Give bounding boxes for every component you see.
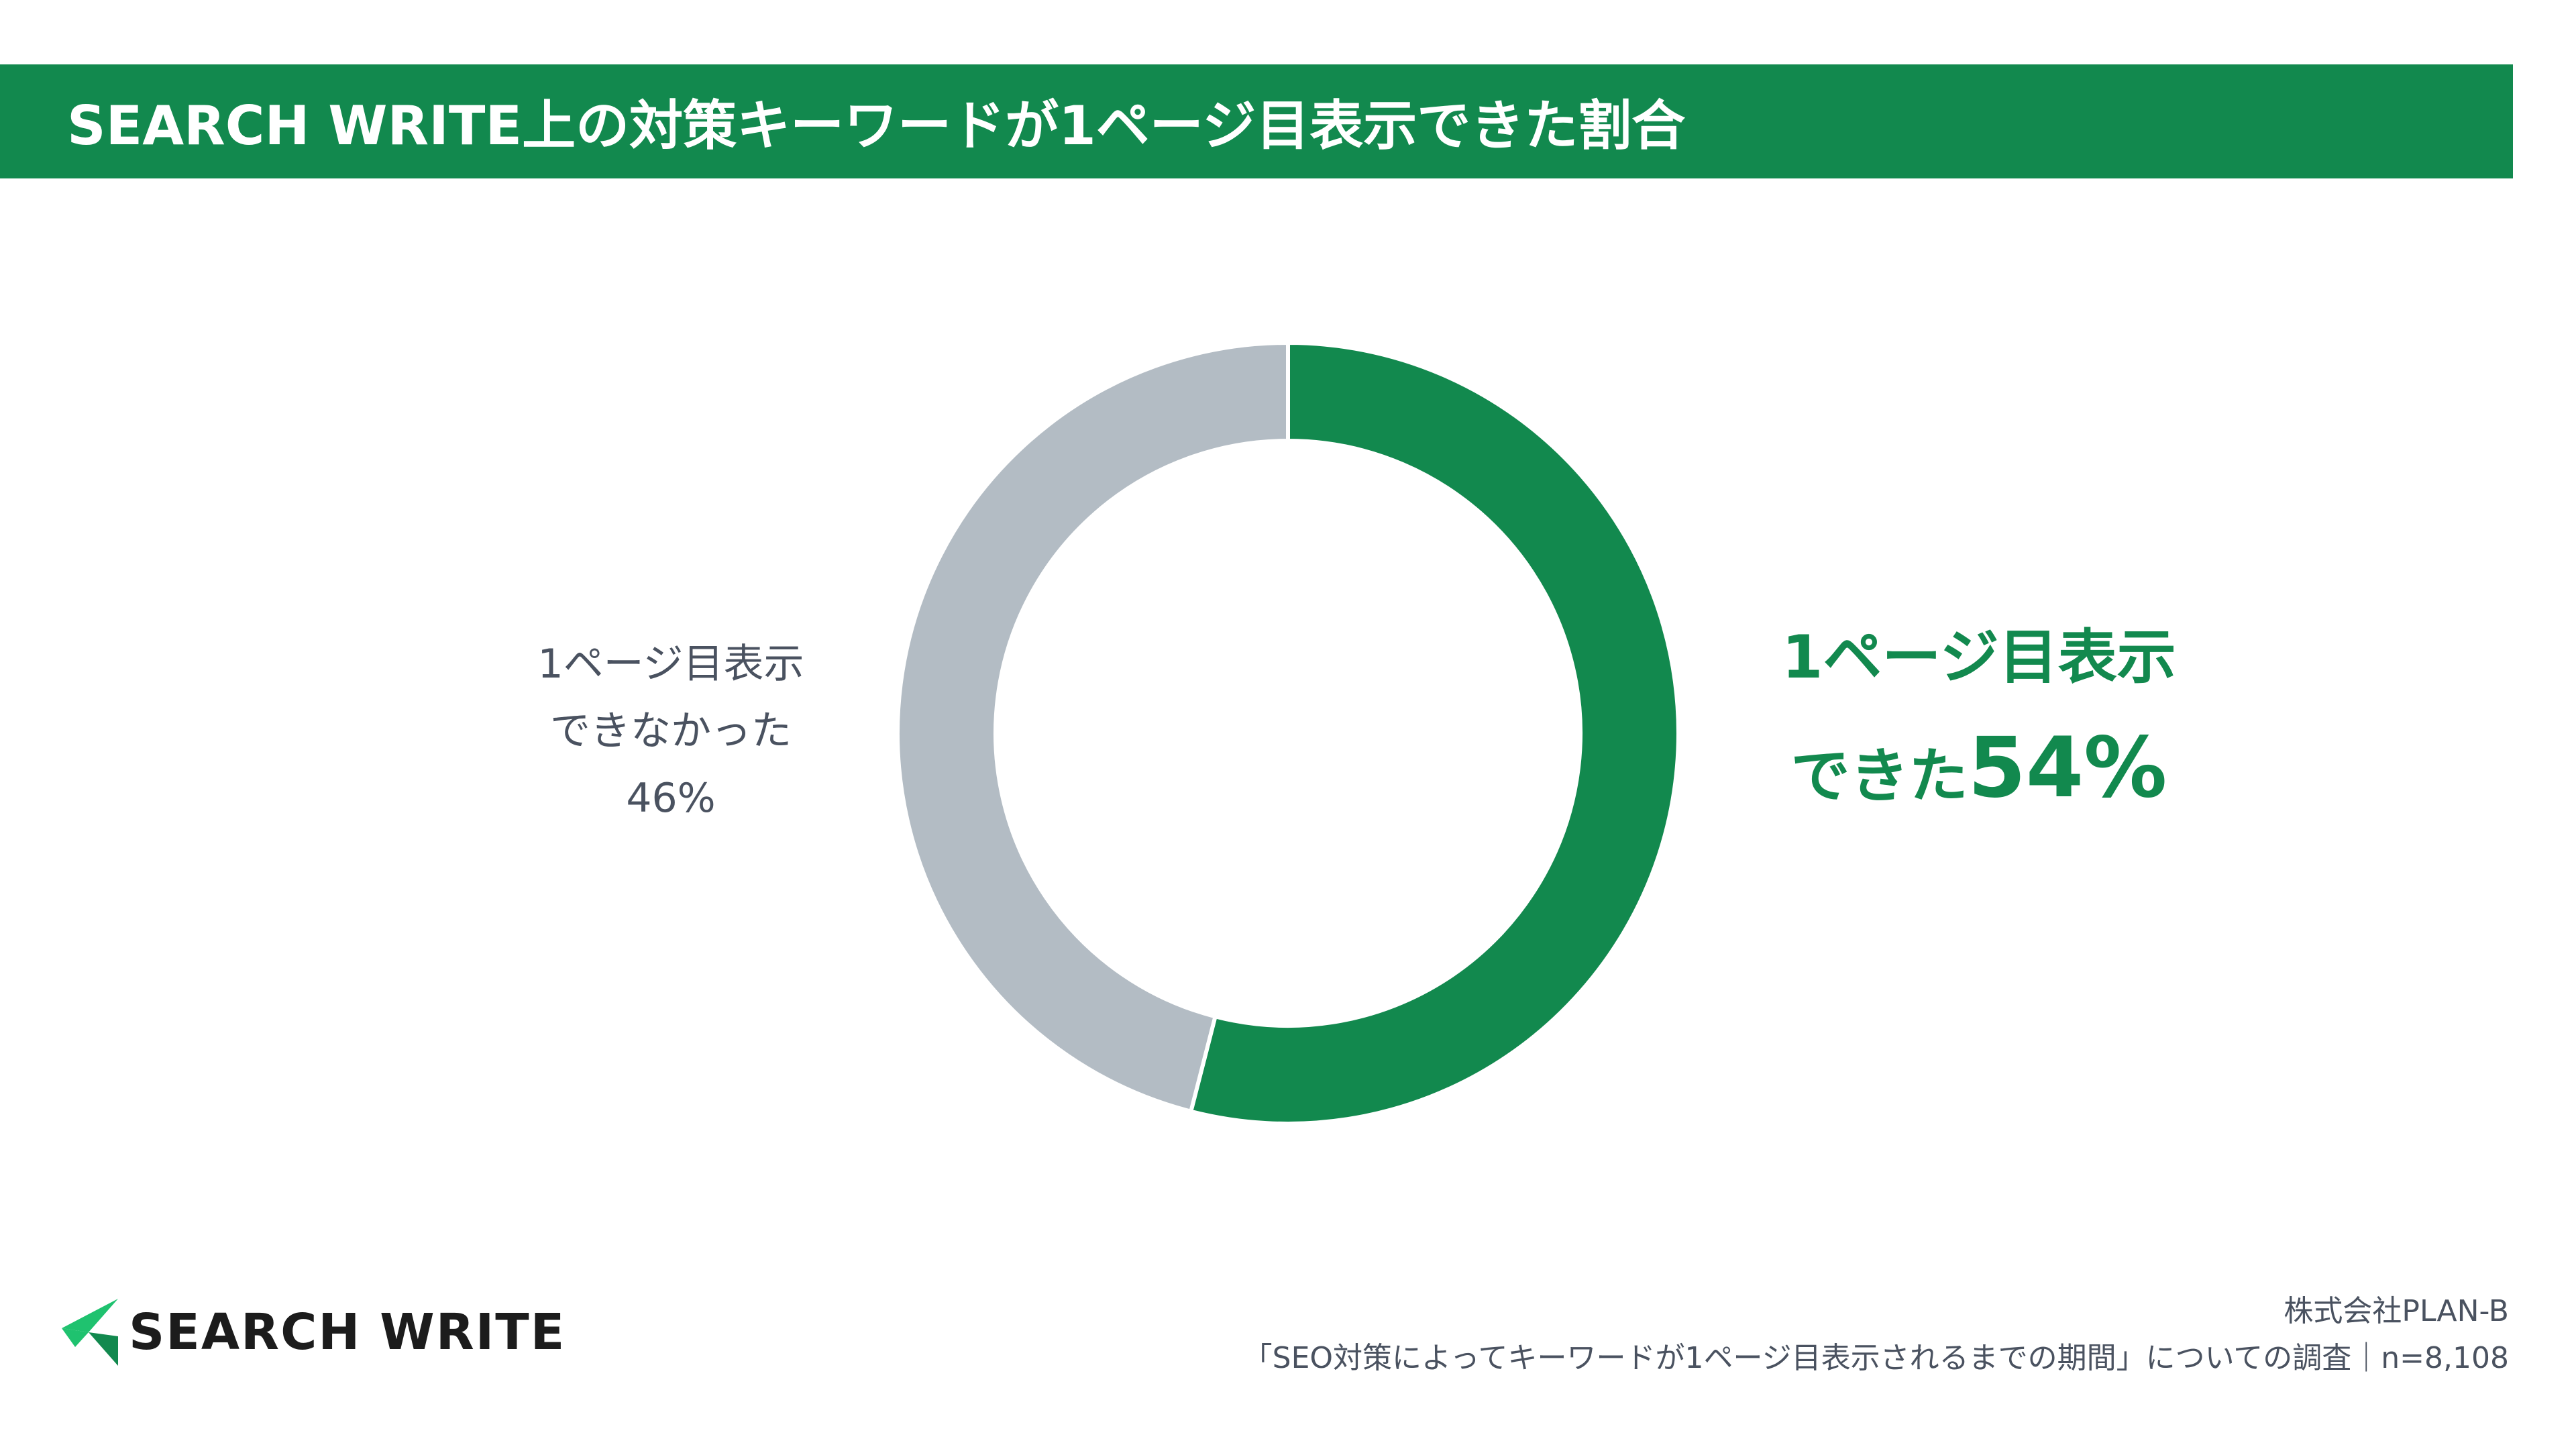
label-not-first-page: 1ページ目表示 できなかった 46% bbox=[402, 631, 939, 832]
label-not-first-page-line2: できなかった bbox=[550, 708, 792, 755]
label-first-page-line2: できた54% bbox=[1677, 711, 2281, 833]
source-note: 株式会社PLAN-B 「SEO対策によってキーワードが1ページ目表示されるまでの… bbox=[1243, 1288, 2509, 1382]
source-survey: 「SEO対策によってキーワードが1ページ目表示されるまでの期間」についての調査｜… bbox=[1242, 1341, 2509, 1375]
donut-slice-not-first-page bbox=[896, 340, 1290, 1114]
donut-slice-first-page bbox=[1188, 340, 1680, 1126]
search-write-logo: SEARCH WRITE bbox=[62, 1299, 566, 1366]
label-first-page-value: 54% bbox=[1968, 720, 2167, 816]
logo-text: SEARCH WRITE bbox=[129, 1303, 566, 1361]
label-not-first-page-value: 46% bbox=[626, 775, 716, 822]
label-not-first-page-line1: 1ページ目表示 bbox=[537, 641, 804, 688]
search-write-logo-icon bbox=[62, 1299, 118, 1366]
label-first-page: 1ページ目表示 できた54% bbox=[1677, 604, 2281, 833]
label-first-page-text: できた bbox=[1790, 741, 1968, 810]
label-first-page-line1: 1ページ目表示 bbox=[1782, 623, 2176, 692]
page-title: SEARCH WRITE上の対策キーワードが1ページ目表示できた割合 bbox=[67, 95, 1686, 157]
header-bar: SEARCH WRITE上の対策キーワードが1ページ目表示できた割合 bbox=[0, 64, 2513, 178]
source-company: 株式会社PLAN-B bbox=[2284, 1294, 2509, 1328]
